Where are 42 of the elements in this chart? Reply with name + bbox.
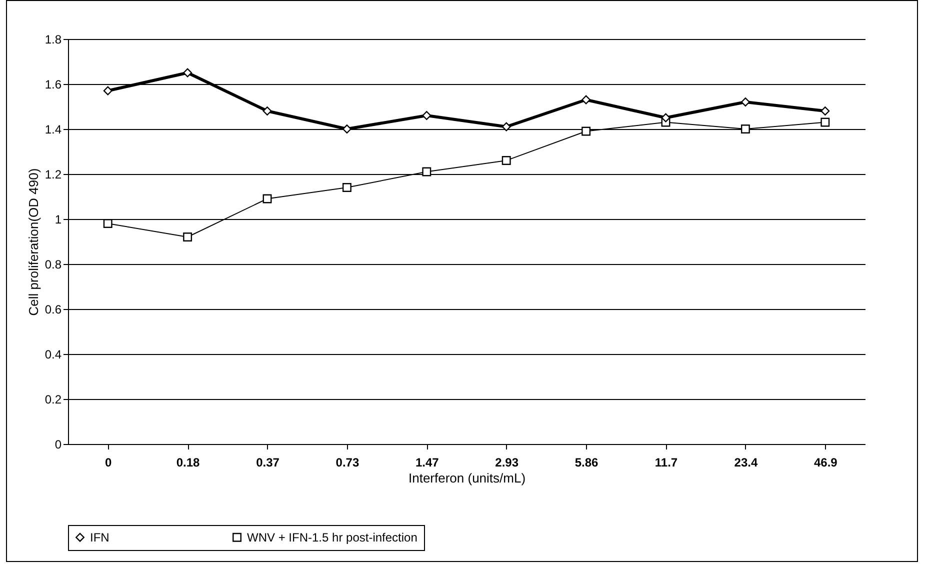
point xyxy=(183,232,192,242)
x-tick-label: 23.4 xyxy=(734,456,758,470)
point xyxy=(502,122,511,132)
x-tick-label: 5.86 xyxy=(574,456,599,470)
y-tick-label: 0.8 xyxy=(44,258,62,272)
point xyxy=(262,106,272,116)
point xyxy=(820,118,830,127)
x-tick-label: 46.9 xyxy=(814,456,838,470)
point xyxy=(103,86,112,96)
legend-label: IFN xyxy=(90,530,110,544)
y-tick-label: 1.4 xyxy=(44,122,62,136)
y-tick-label: 1 xyxy=(54,212,62,226)
point xyxy=(740,98,750,106)
point xyxy=(422,167,432,176)
y-tick-label: 1.8 xyxy=(44,32,62,46)
y-tick-label: 0 xyxy=(54,438,62,452)
point xyxy=(820,106,830,116)
x-tick-label: 11.7 xyxy=(654,456,678,470)
x-axis-title: Interferon (units/mL) xyxy=(408,470,526,486)
y-tick-label: 1.6 xyxy=(44,78,62,92)
point xyxy=(502,156,511,165)
x-tick-label: 0.73 xyxy=(336,456,360,470)
point xyxy=(342,124,352,134)
x-tick-label: 0.37 xyxy=(256,456,280,470)
legend-label: WNV + IFN-1.5 hr post-infection xyxy=(247,530,418,544)
x-tick-label: 0.18 xyxy=(176,456,200,470)
point xyxy=(342,183,352,192)
x-tick-label: 1.47 xyxy=(415,456,440,470)
x-tick-label: 0 xyxy=(105,456,112,470)
y-tick-label: 0.2 xyxy=(44,392,62,406)
y-tick-label: 1.2 xyxy=(44,168,62,182)
y-axis-title: Cell proliferation(OD 490) xyxy=(26,168,41,316)
y-tick-label: 0.6 xyxy=(44,302,62,316)
point xyxy=(103,219,112,228)
x-tick-label: 2.93 xyxy=(495,456,519,470)
point xyxy=(582,95,591,104)
point xyxy=(262,194,272,204)
point xyxy=(582,126,591,136)
point xyxy=(740,124,750,134)
point xyxy=(183,68,192,78)
point xyxy=(422,111,432,120)
y-tick-label: 0.4 xyxy=(44,348,62,362)
